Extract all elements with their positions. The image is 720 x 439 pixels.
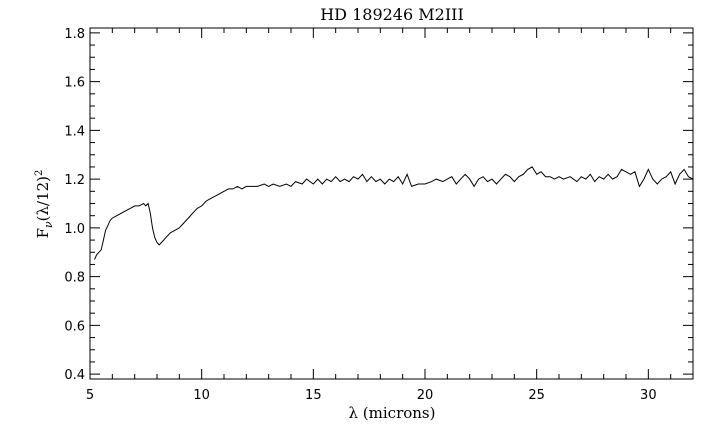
x-axis-title: λ (microns) xyxy=(349,404,436,422)
y-tick-label: 1.8 xyxy=(64,27,85,42)
y-axis-title: Fν(λ/12)2 xyxy=(34,170,55,239)
plot-frame xyxy=(89,27,694,380)
y-axis-title-exp: 2 xyxy=(34,170,45,176)
x-tick-label: 5 xyxy=(86,388,94,403)
x-tick-label: 10 xyxy=(193,388,210,403)
y-tick-label: 0.6 xyxy=(64,319,85,334)
chart-title: HD 189246 M2III xyxy=(320,5,464,24)
y-tick-label: 0.4 xyxy=(64,368,85,383)
y-axis-tick-labels: 0.4 0.6 0.8 1.0 1.2 1.4 1.6 1.8 xyxy=(64,27,85,383)
x-tick-label: 15 xyxy=(305,388,322,403)
x-tick-label: 25 xyxy=(528,388,545,403)
x-tick-label: 20 xyxy=(417,388,434,403)
y-tick-label: 0.8 xyxy=(64,271,85,286)
y-axis-title-f: F xyxy=(34,228,52,238)
x-tick-label: 30 xyxy=(640,388,657,403)
spectrum-series-line xyxy=(94,166,694,260)
y-axis-title-nu: ν xyxy=(42,221,55,228)
x-axis-ticks xyxy=(89,28,694,379)
y-tick-label: 1.6 xyxy=(64,76,85,91)
y-axis-ticks xyxy=(90,32,693,375)
y-tick-label: 1.4 xyxy=(64,124,85,139)
y-axis-title-paren: (λ/12) xyxy=(34,176,52,221)
y-tick-label: 1.2 xyxy=(64,173,85,188)
y-tick-label: 1.0 xyxy=(64,222,85,237)
x-axis-tick-labels: 5 10 15 20 25 30 xyxy=(86,388,657,403)
